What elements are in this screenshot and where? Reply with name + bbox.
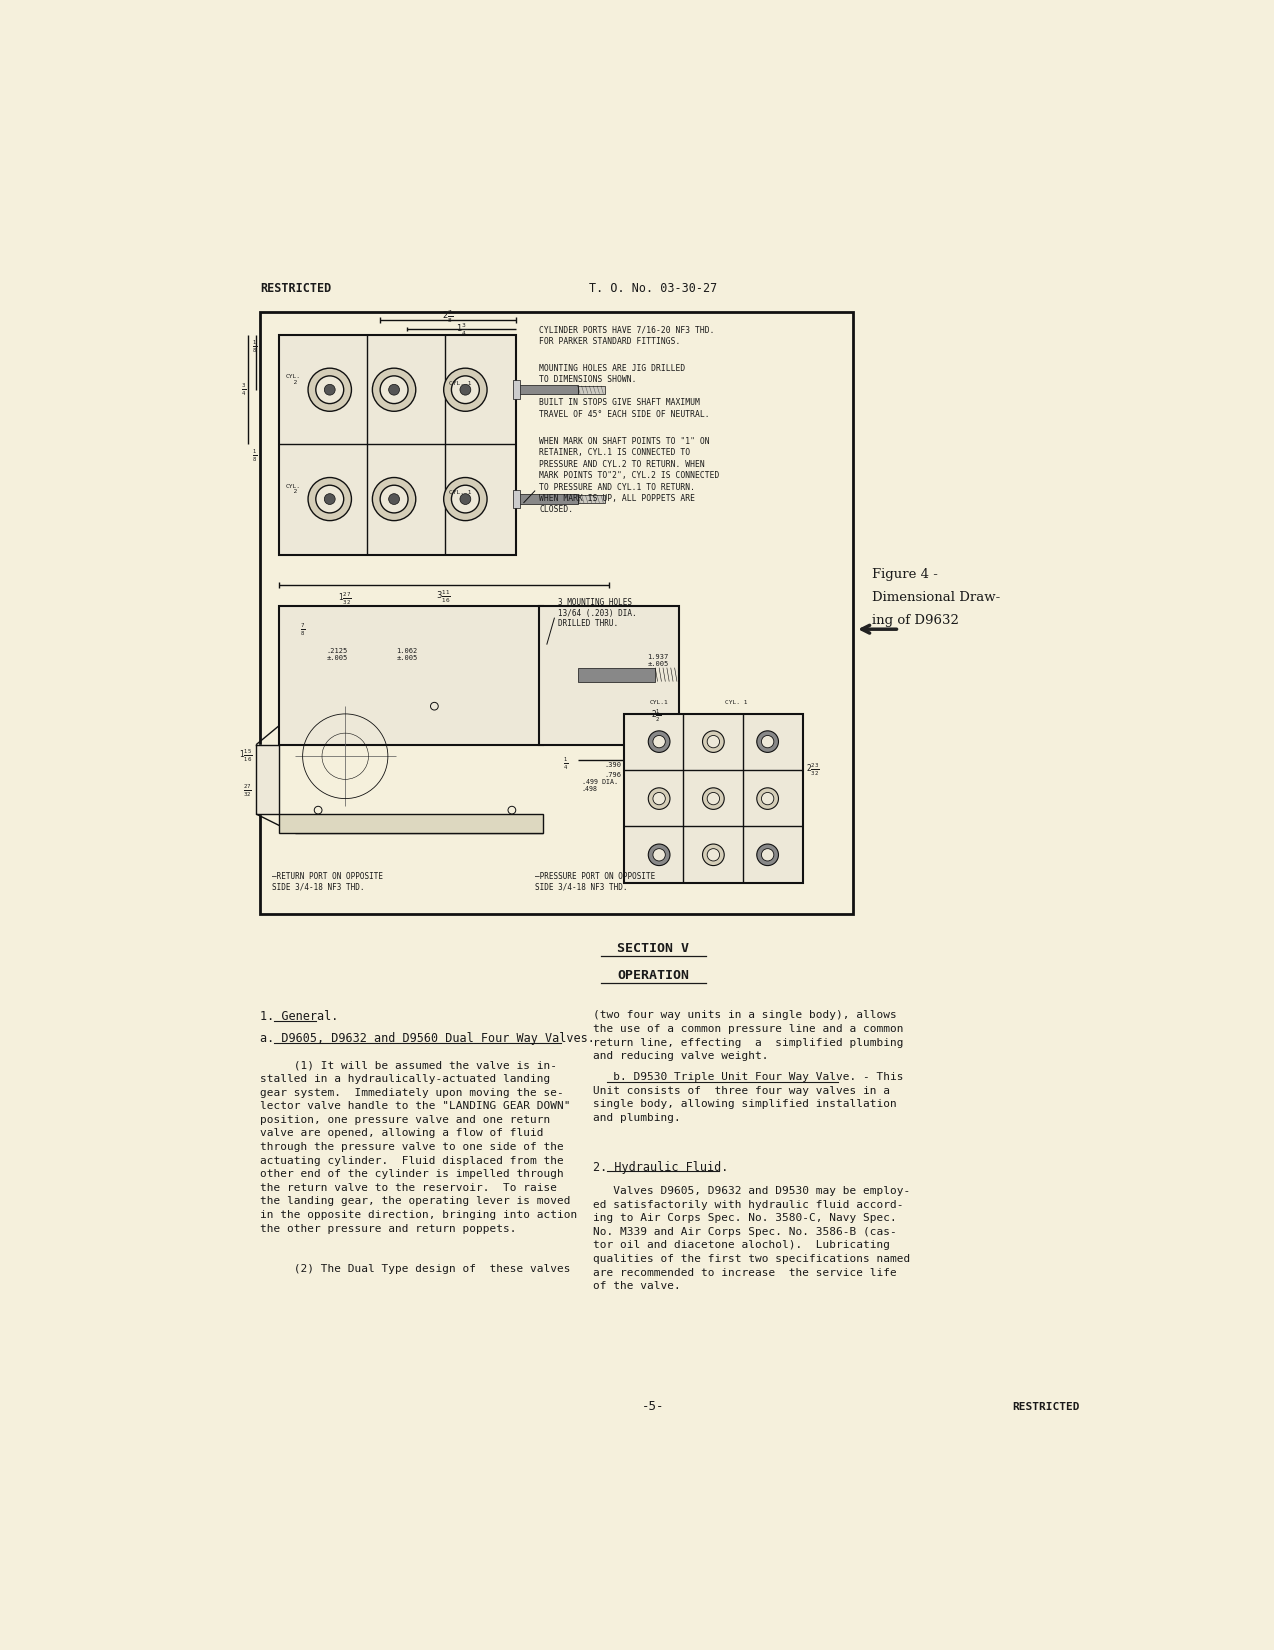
Circle shape [702,731,724,752]
Text: $1\frac{15}{16}$: $1\frac{15}{16}$ [238,747,252,764]
Circle shape [757,845,778,866]
Text: CYL.1: CYL.1 [650,700,669,705]
Circle shape [308,368,352,411]
Circle shape [702,787,724,810]
Circle shape [325,493,335,505]
Text: $\frac{1}{4}$: $\frac{1}{4}$ [563,756,568,772]
Circle shape [460,493,471,505]
Text: 1.937
±.005: 1.937 ±.005 [647,653,669,667]
Text: CYL.
  2: CYL. 2 [285,483,301,495]
Text: b. D9530 Triple Unit Four Way Valve. - This
Unit consists of  three four way val: b. D9530 Triple Unit Four Way Valve. - T… [594,1072,903,1122]
Text: —RETURN PORT ON OPPOSITE
SIDE 3/4-18 NF3 THD.: —RETURN PORT ON OPPOSITE SIDE 3/4-18 NF3… [271,871,382,891]
Text: CYL. 1: CYL. 1 [448,381,471,386]
Circle shape [316,376,344,404]
Circle shape [757,787,778,810]
Circle shape [372,368,415,411]
Circle shape [648,845,670,866]
Text: —PRESSURE PORT ON OPPOSITE
SIDE 3/4-18 NF3 THD.: —PRESSURE PORT ON OPPOSITE SIDE 3/4-18 N… [535,871,655,891]
Circle shape [654,792,665,805]
Text: $\frac{7}{8}$: $\frac{7}{8}$ [299,622,306,637]
Text: 1.062
±.005: 1.062 ±.005 [396,648,418,662]
Bar [279,813,543,833]
Circle shape [707,848,720,861]
Bar [260,312,852,914]
Text: CYL. 1: CYL. 1 [725,700,748,705]
Circle shape [372,477,415,521]
Circle shape [762,848,773,861]
Text: ing of D9632: ing of D9632 [873,614,959,627]
Text: $\frac{27}{32}$: $\frac{27}{32}$ [243,782,252,799]
Circle shape [389,384,400,394]
Bar [539,606,679,744]
Text: $1\frac{3}{4}$: $1\frac{3}{4}$ [456,322,468,338]
Bar [516,495,577,503]
Bar [513,490,520,508]
Text: $\frac{1}{8}$: $\frac{1}{8}$ [252,338,257,355]
Text: RESTRICTED: RESTRICTED [260,282,331,295]
Text: $\frac{1}{8}$: $\frac{1}{8}$ [252,447,257,464]
Text: $2\frac{7}{8}$: $2\frac{7}{8}$ [442,309,454,325]
Circle shape [648,731,670,752]
Text: $2\frac{23}{32}$: $2\frac{23}{32}$ [806,762,820,779]
Circle shape [654,848,665,861]
Text: CYL. 1: CYL. 1 [448,490,471,495]
Text: MOUNTING HOLES ARE JIG DRILLED
TO DIMENSIONS SHOWN.: MOUNTING HOLES ARE JIG DRILLED TO DIMENS… [539,363,685,384]
Text: 2. Hydraulic Fluid.: 2. Hydraulic Fluid. [594,1160,729,1173]
Text: .2125
±.005: .2125 ±.005 [327,648,348,662]
Text: $\frac{3}{4}$: $\frac{3}{4}$ [242,381,247,398]
Bar [516,384,577,394]
Text: (1) It will be assumed the valve is in-
stalled in a hydraulically-actuated land: (1) It will be assumed the valve is in- … [260,1061,577,1234]
Circle shape [654,736,665,747]
Text: T. O. No. 03-30-27: T. O. No. 03-30-27 [589,282,717,295]
Text: RESTRICTED: RESTRICTED [1012,1402,1079,1412]
Bar [513,381,520,399]
Circle shape [460,384,471,394]
Text: OPERATION: OPERATION [617,969,689,982]
Text: $1\frac{27}{32}$: $1\frac{27}{32}$ [339,591,352,607]
Text: SECTION V: SECTION V [617,942,689,955]
Circle shape [451,376,479,404]
Text: 3 MOUNTING HOLES
13/64 (.203) DIA.
DRILLED THRU.: 3 MOUNTING HOLES 13/64 (.203) DIA. DRILL… [558,599,637,629]
Text: Dimensional Draw-: Dimensional Draw- [873,591,1000,604]
Circle shape [451,485,479,513]
Bar [577,386,605,394]
Text: .390: .390 [605,762,622,767]
Circle shape [762,792,773,805]
Text: $3\frac{11}{16}$: $3\frac{11}{16}$ [436,589,451,606]
Text: WHEN MARK ON SHAFT POINTS TO "1" ON
RETAINER, CYL.1 IS CONNECTED TO
PRESSURE AND: WHEN MARK ON SHAFT POINTS TO "1" ON RETA… [539,437,720,515]
Circle shape [762,736,773,747]
Text: BUILT IN STOPS GIVE SHAFT MAXIMUM
TRAVEL OF 45° EACH SIDE OF NEUTRAL.: BUILT IN STOPS GIVE SHAFT MAXIMUM TRAVEL… [539,398,710,419]
Circle shape [316,485,344,513]
Bar [624,714,803,883]
Circle shape [648,787,670,810]
Text: -5-: -5- [642,1401,664,1414]
Bar [577,495,605,503]
Text: (two four way units in a single body), allows
the use of a common pressure line : (two four way units in a single body), a… [594,1010,903,1061]
Text: CYLINDER PORTS HAVE 7/16-20 NF3 THD.
FOR PARKER STANDARD FITTINGS.: CYLINDER PORTS HAVE 7/16-20 NF3 THD. FOR… [539,325,715,345]
Text: CYL.
  2: CYL. 2 [285,375,301,384]
Circle shape [308,477,352,521]
Text: 1. General.: 1. General. [260,1010,339,1023]
Text: a. D9605, D9632 and D9560 Dual Four Way Valves.: a. D9605, D9632 and D9560 Dual Four Way … [260,1031,595,1044]
Text: (2) The Dual Type design of  these valves: (2) The Dual Type design of these valves [260,1264,571,1274]
Circle shape [757,731,778,752]
Circle shape [702,845,724,866]
Text: .796: .796 [605,772,622,777]
Circle shape [389,493,400,505]
Text: Valves D9605, D9632 and D9530 may be employ-
ed satisfactorily with hydraulic fl: Valves D9605, D9632 and D9530 may be emp… [594,1186,911,1290]
Text: $2\frac{1}{2}$: $2\frac{1}{2}$ [651,708,661,724]
Circle shape [707,736,720,747]
Circle shape [443,368,487,411]
Bar [577,668,655,681]
Circle shape [443,477,487,521]
Polygon shape [256,744,279,813]
Text: .499 DIA.
.498: .499 DIA. .498 [582,779,618,792]
Bar [279,606,543,744]
Circle shape [325,384,335,394]
Circle shape [380,485,408,513]
Bar [279,335,516,554]
Text: Figure 4 -: Figure 4 - [873,568,938,581]
Circle shape [380,376,408,404]
Circle shape [707,792,720,805]
